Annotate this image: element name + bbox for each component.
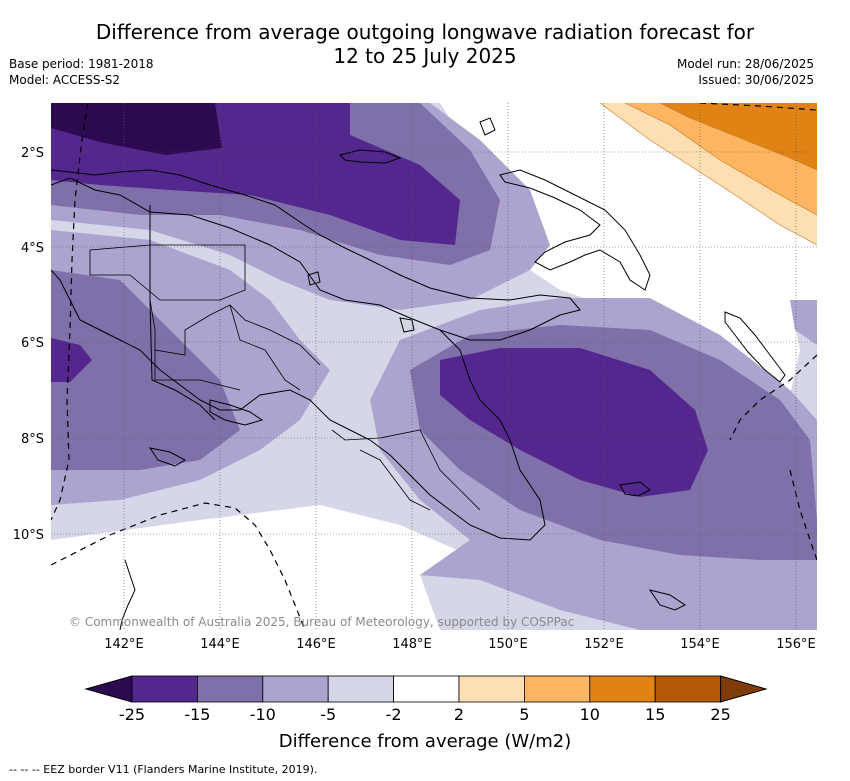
coastlines xyxy=(51,117,786,630)
colorbar-bin xyxy=(458,675,525,703)
lon-label: 142°E xyxy=(104,637,144,652)
lat-label: 8°S xyxy=(21,432,44,447)
lon-label: 150°E xyxy=(488,637,528,652)
lat-label: 6°S xyxy=(21,336,44,351)
colorbar-title: Difference from average (W/m2) xyxy=(279,731,571,752)
eez-borders xyxy=(51,103,817,630)
colorbar-above-max-arrow xyxy=(720,675,768,703)
colorbar-tick-label: 2 xyxy=(454,705,464,724)
colorbar-below-min-arrow xyxy=(84,675,133,703)
title-line-2: 12 to 25 July 2025 xyxy=(333,44,517,68)
field-minus10-minus5-east xyxy=(790,300,817,345)
base-period: Base period: 1981-2018 xyxy=(9,57,154,71)
field-minus15-minus10-west xyxy=(51,270,240,470)
colorbar-tick-label: 25 xyxy=(710,705,730,724)
title-line-1: Difference from average outgoing longwav… xyxy=(95,20,755,44)
lat-label: 2°S xyxy=(21,146,44,161)
colorbar-bin xyxy=(196,675,264,703)
model-run: Model run: 28/06/2025 xyxy=(676,57,814,71)
field-below-minus25 xyxy=(51,103,222,155)
meta-left: Base period: 1981-2018 Model: ACCESS-S2 xyxy=(9,56,154,88)
colorbar-tick-label: -2 xyxy=(386,705,402,724)
issued-date: Issued: 30/06/2025 xyxy=(698,73,814,87)
colorbar-tick-label: -15 xyxy=(184,705,210,724)
map-field: © Commonwealth of Australia 2025, Bureau… xyxy=(51,103,817,630)
colorbar-tick-label: -5 xyxy=(320,705,336,724)
field-minus25-minus15-southeast xyxy=(440,348,708,497)
colorbar-tick-label: -10 xyxy=(250,705,276,724)
colorbar-bin xyxy=(393,675,460,703)
lon-label: 154°E xyxy=(680,637,720,652)
model-name: Model: ACCESS-S2 xyxy=(9,73,121,87)
lon-label: 148°E xyxy=(392,637,432,652)
colorbar-bin xyxy=(327,675,395,703)
colorbar-tick-label: 15 xyxy=(645,705,665,724)
meta-right: Model run: 28/06/2025 Issued: 30/06/2025 xyxy=(677,56,814,88)
field-10-15 xyxy=(660,103,817,170)
field-neutral-south xyxy=(51,505,480,630)
colorbar-bin xyxy=(654,675,722,703)
colorbar: -25 -15 -10 -5 -2 2 5 10 15 25 Differenc… xyxy=(84,675,768,752)
lon-label: 152°E xyxy=(584,637,624,652)
province-borders xyxy=(89,244,481,511)
colorbar-tick-label: 5 xyxy=(519,705,529,724)
lon-label: 146°E xyxy=(296,637,336,652)
colorbar-bin xyxy=(524,675,591,703)
colorbar-bin xyxy=(589,675,656,703)
lat-label: 4°S xyxy=(21,241,44,256)
colorbar-bin xyxy=(131,675,198,703)
copyright-notice: © Commonwealth of Australia 2025, Bureau… xyxy=(69,615,574,629)
lon-label: 144°E xyxy=(200,637,240,652)
eez-legend-note: -- -- -- EEZ border V11 (Flanders Marine… xyxy=(9,763,318,776)
colorbar-tick-label: -25 xyxy=(119,705,145,724)
colorbar-bin xyxy=(262,675,329,703)
longitude-labels: 142°E 144°E 146°E 148°E 150°E 152°E 154°… xyxy=(104,637,816,652)
colorbar-tick-label: 10 xyxy=(580,705,600,724)
chart-title: Difference from average outgoing longwav… xyxy=(0,20,850,68)
field-neutral-east xyxy=(700,300,800,395)
graticule xyxy=(51,103,817,630)
latitude-labels: 2°S 4°S 6°S 8°S 10°S xyxy=(13,146,44,543)
lat-label: 10°S xyxy=(13,528,44,543)
field-minus25-minus15-west xyxy=(51,338,92,382)
orange-contours xyxy=(599,103,817,246)
lon-label: 156°E xyxy=(776,637,816,652)
international-border xyxy=(149,205,216,421)
